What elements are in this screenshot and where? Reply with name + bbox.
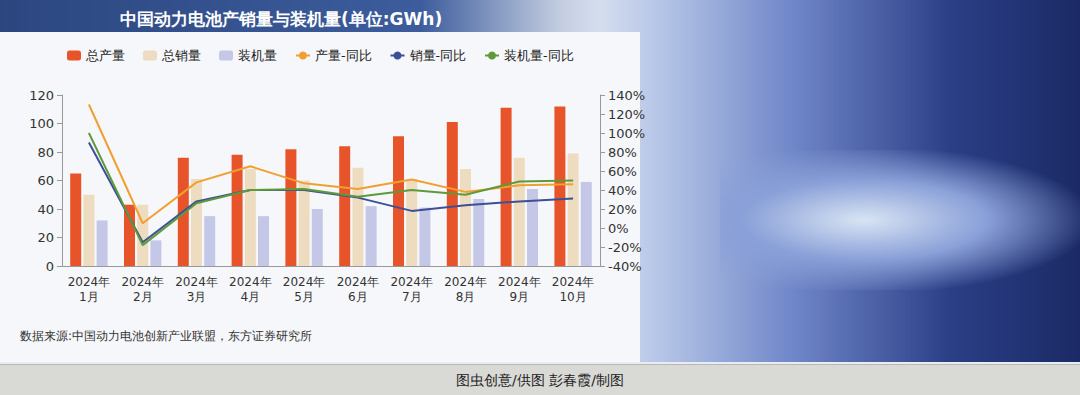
svg-text:2024年: 2024年: [68, 275, 111, 289]
svg-text:80: 80: [37, 145, 54, 160]
svg-text:2024年: 2024年: [175, 275, 218, 289]
svg-text:产量-同比: 产量-同比: [315, 48, 372, 63]
svg-text:80%: 80%: [608, 145, 637, 160]
svg-text:-40%: -40%: [608, 259, 642, 274]
svg-text:数据来源:中国动力电池创新产业联盟，东方证券研究所: 数据来源:中国动力电池创新产业联盟，东方证券研究所: [20, 329, 312, 343]
svg-text:2024年: 2024年: [283, 275, 326, 289]
svg-text:2024年: 2024年: [121, 275, 164, 289]
svg-text:总产量: 总产量: [85, 48, 125, 63]
svg-text:40: 40: [37, 202, 54, 217]
svg-text:140%: 140%: [608, 88, 645, 103]
svg-text:8月: 8月: [456, 290, 476, 304]
svg-text:0: 0: [46, 259, 54, 274]
svg-text:2月: 2月: [133, 290, 153, 304]
svg-text:2024年: 2024年: [498, 275, 541, 289]
svg-text:10月: 10月: [559, 290, 586, 304]
svg-text:装机量: 装机量: [238, 48, 277, 63]
html-text:图虫创意/供图 彭春霞/制图: 图虫创意/供图 彭春霞/制图: [456, 372, 624, 388]
svg-text:0%: 0%: [608, 221, 629, 236]
svg-text:3月: 3月: [187, 290, 207, 304]
svg-text:2024年: 2024年: [337, 275, 380, 289]
svg-text:20: 20: [37, 230, 54, 245]
svg-text:6月: 6月: [348, 290, 368, 304]
svg-text:2024年: 2024年: [229, 275, 272, 289]
svg-text:销量-同比: 销量-同比: [409, 48, 467, 63]
svg-text:9月: 9月: [509, 290, 529, 304]
svg-text:4月: 4月: [240, 290, 260, 304]
svg-text:60%: 60%: [608, 164, 637, 179]
svg-text:总销量: 总销量: [161, 48, 201, 63]
svg-text:2024年: 2024年: [390, 275, 433, 289]
svg-text:120: 120: [29, 88, 54, 103]
svg-text:40%: 40%: [608, 183, 637, 198]
svg-text:20%: 20%: [608, 202, 637, 217]
svg-text:-20%: -20%: [608, 240, 642, 255]
svg-text:装机量-同比: 装机量-同比: [504, 48, 574, 63]
svg-text:中国动力电池产销量与装机量(单位:GWh): 中国动力电池产销量与装机量(单位:GWh): [120, 9, 442, 29]
svg-text:1月: 1月: [79, 290, 99, 304]
svg-text:120%: 120%: [608, 107, 645, 122]
svg-text:100: 100: [29, 116, 54, 131]
svg-text:60: 60: [37, 173, 54, 188]
svg-text:5月: 5月: [294, 290, 314, 304]
svg-text:7月: 7月: [402, 290, 422, 304]
svg-text:100%: 100%: [608, 126, 645, 141]
svg-text:2024年: 2024年: [444, 275, 487, 289]
svg-text:2024年: 2024年: [552, 275, 595, 289]
